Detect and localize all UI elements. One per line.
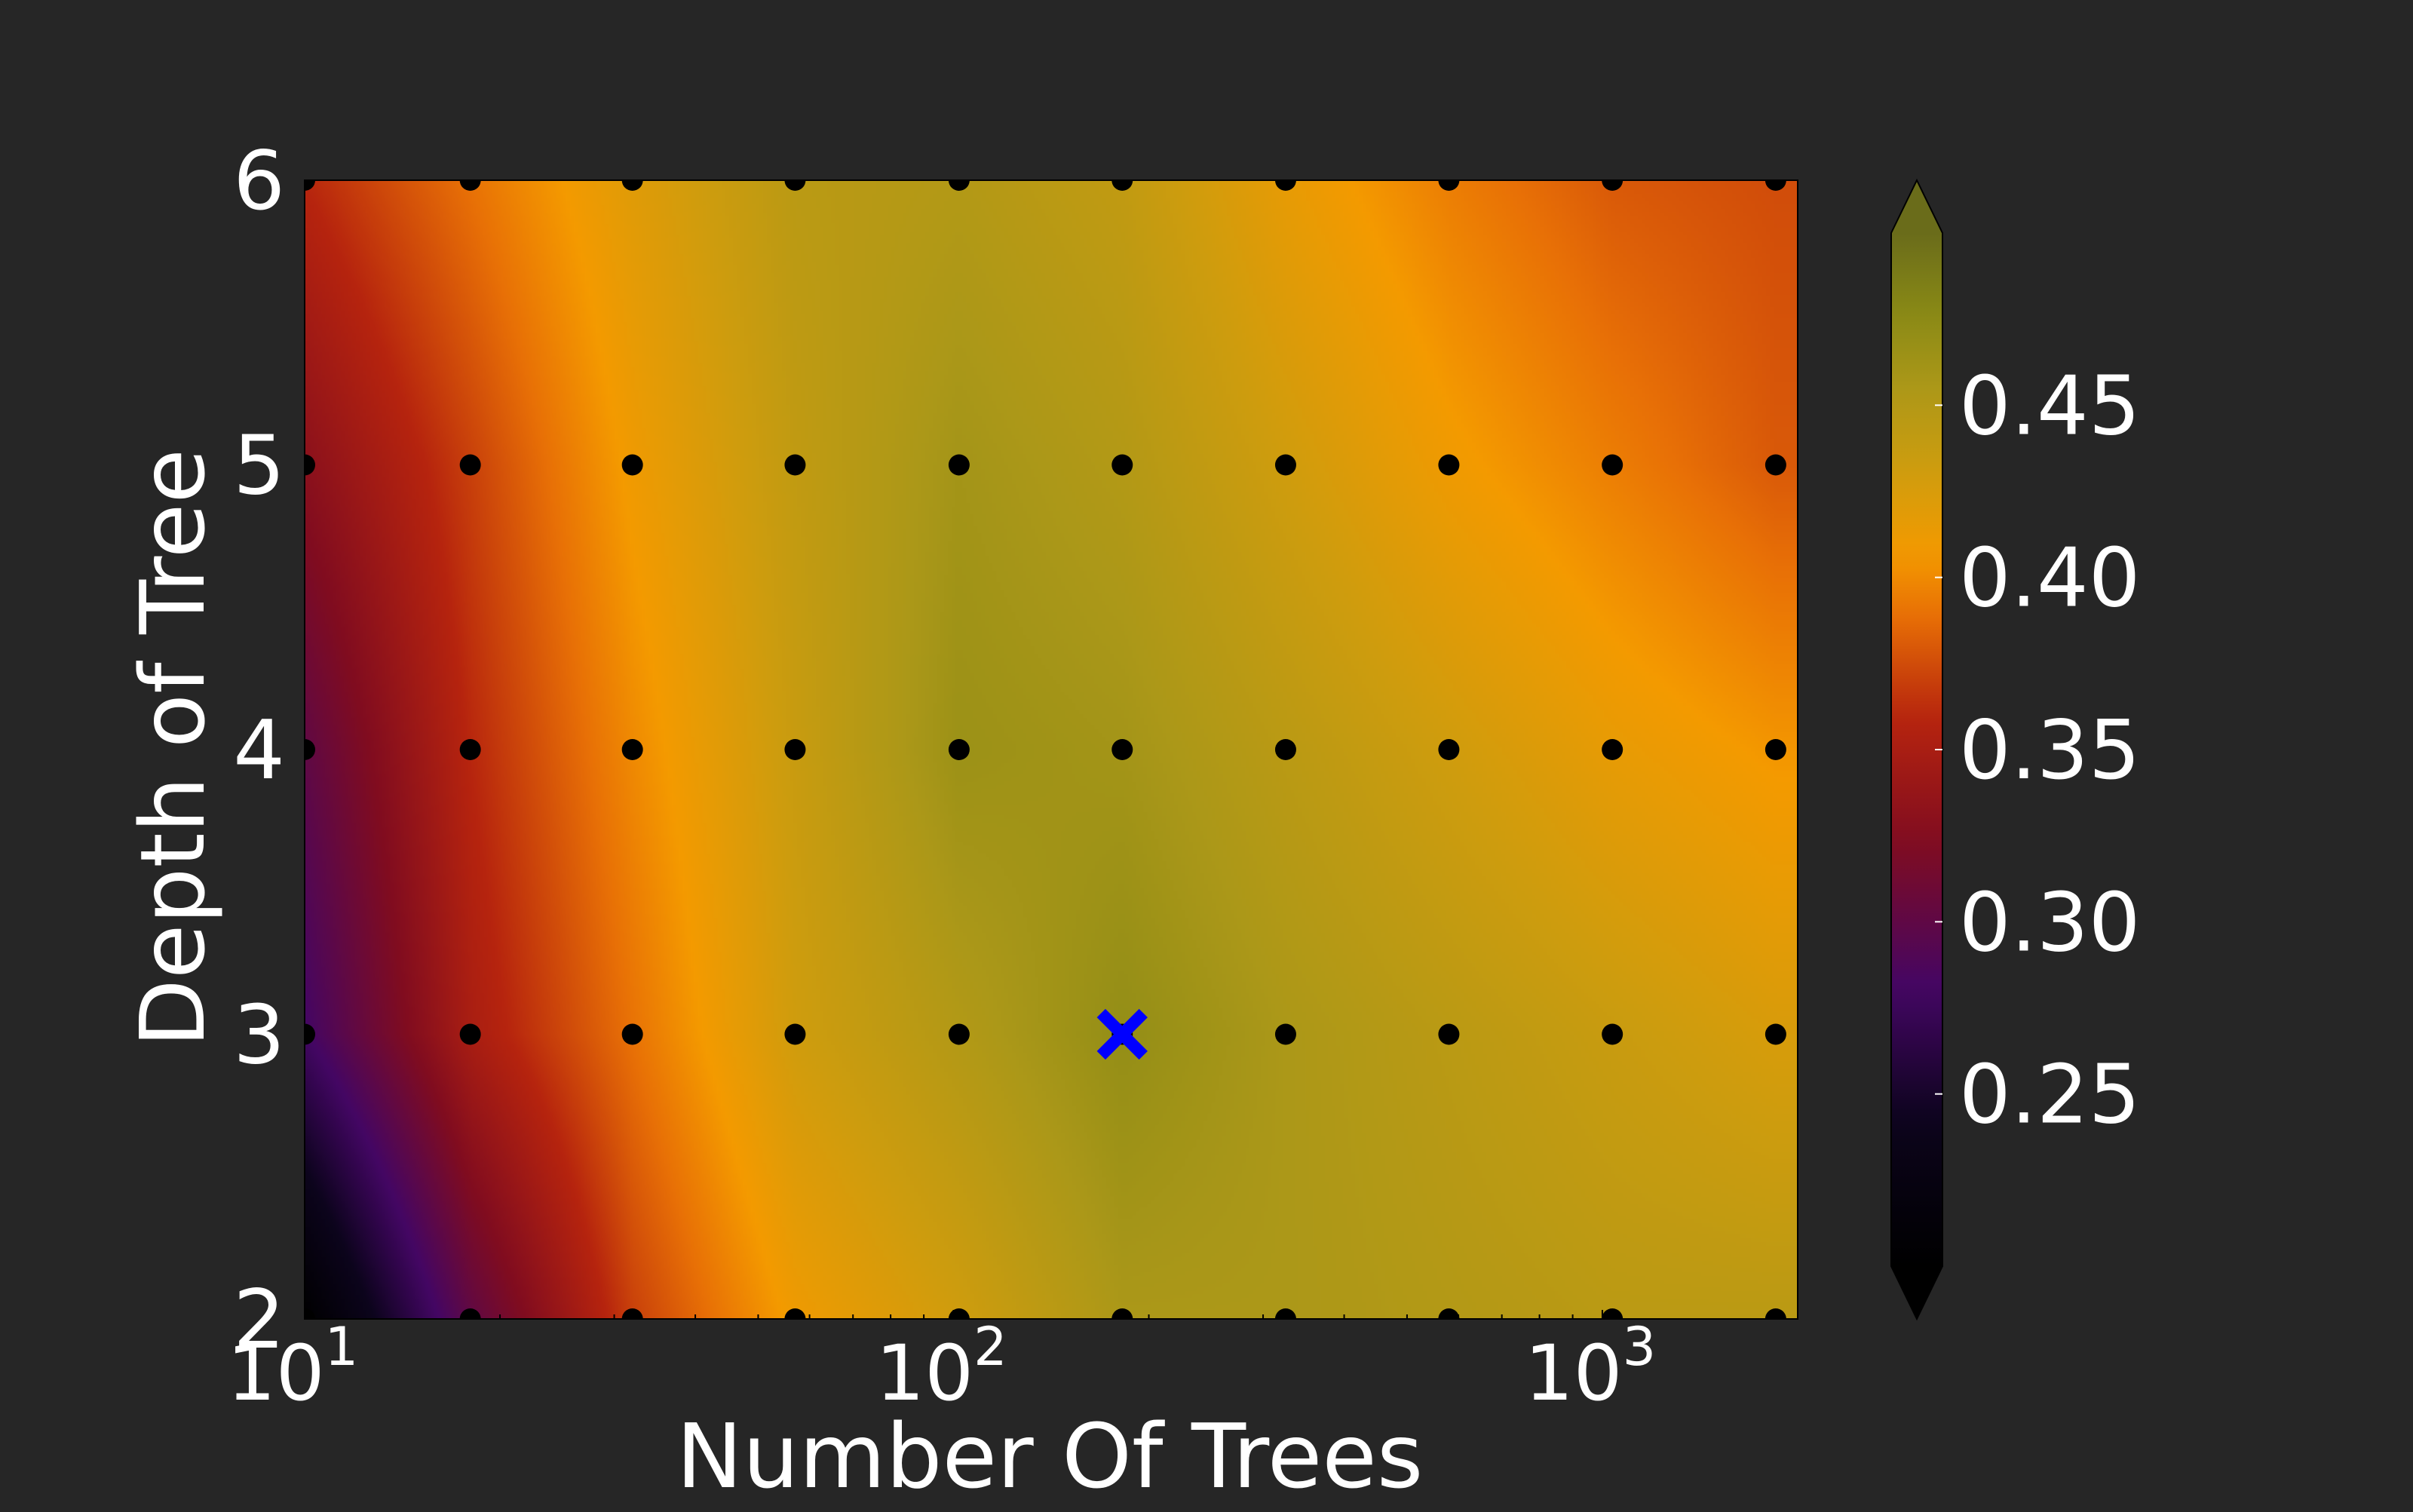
sample-point <box>784 454 806 476</box>
colorbar-tick-label: 0.25 <box>1959 1048 2140 1142</box>
sample-point <box>948 180 970 191</box>
colorbar-ticks: 0.25 0.30 0.35 0.40 0.45 <box>1935 359 2140 1142</box>
sample-point <box>1602 1023 1623 1045</box>
sample-point <box>1765 739 1786 760</box>
sample-point <box>1438 180 1460 191</box>
colorbar-tick-label: 0.45 <box>1959 359 2140 453</box>
sample-point <box>1111 454 1133 476</box>
x-tick-label: 101 <box>227 1316 358 1418</box>
y-tick-label: 3 <box>233 989 285 1083</box>
sample-points <box>305 180 1786 1319</box>
sample-point <box>1274 1023 1296 1045</box>
sample-point <box>1111 180 1133 191</box>
sample-point <box>1602 1308 1623 1319</box>
colorbar-tick-label: 0.35 <box>1959 704 2140 798</box>
sample-point <box>948 1023 970 1045</box>
sample-point <box>459 1023 481 1045</box>
best-point-marker <box>1096 1008 1148 1060</box>
colorbar-tick-label: 0.40 <box>1959 532 2140 626</box>
sample-point <box>784 1023 806 1045</box>
best-point-stroke <box>1096 1008 1148 1060</box>
sample-point <box>459 739 481 760</box>
sample-point <box>459 454 481 476</box>
sample-point <box>459 180 481 191</box>
y-tick-label: 2 <box>233 1273 285 1367</box>
x-axis-label: Number Of Trees <box>676 1404 1424 1508</box>
sample-point <box>784 739 806 760</box>
sample-point <box>1602 180 1623 191</box>
sample-point <box>1765 1308 1786 1319</box>
sample-point <box>1274 454 1296 476</box>
sample-point <box>621 180 643 191</box>
y-tick-label: 5 <box>233 419 285 514</box>
colorbar: 0.25 0.30 0.35 0.40 0.45 <box>1890 178 2140 1321</box>
y-tick-label: 4 <box>233 704 285 798</box>
sample-point <box>1111 739 1133 760</box>
sample-point <box>621 454 643 476</box>
heatmap-surface <box>305 180 1798 1319</box>
sample-point <box>1438 1023 1460 1045</box>
sample-point <box>1765 180 1786 191</box>
y-axis-label: Depth of Tree <box>121 449 225 1047</box>
colorbar-gradient <box>1891 233 1942 1266</box>
sample-point <box>784 180 806 191</box>
sample-point <box>1765 454 1786 476</box>
colorbar-extend-bottom <box>1891 1266 1942 1319</box>
sample-point <box>948 1308 970 1319</box>
sample-point <box>621 1308 643 1319</box>
sample-point <box>621 739 643 760</box>
sample-point <box>1602 454 1623 476</box>
y-tick-label: 6 <box>233 134 285 228</box>
sample-point <box>459 1308 481 1319</box>
sample-point <box>1274 739 1296 760</box>
sample-point <box>1274 180 1296 191</box>
sample-point <box>1111 1308 1133 1319</box>
sample-point <box>1765 1023 1786 1045</box>
sample-point <box>1438 454 1460 476</box>
sample-point <box>1602 739 1623 760</box>
sample-point <box>1274 1308 1296 1319</box>
heatmap-image <box>305 180 1798 1319</box>
colorbar-tick-label: 0.30 <box>1959 876 2140 970</box>
x-tick-label: 102 <box>875 1316 1007 1418</box>
sample-point <box>948 739 970 760</box>
sample-point <box>784 1308 806 1319</box>
x-tick-label: 103 <box>1525 1316 1656 1418</box>
sample-point <box>305 1308 315 1319</box>
y-axis-ticks: 2 3 4 5 6 <box>233 134 314 1367</box>
sample-point <box>621 1023 643 1045</box>
colorbar-outline <box>1890 178 1943 1321</box>
sample-point <box>305 180 315 191</box>
sample-point <box>948 454 970 476</box>
colorbar-extend-top <box>1891 180 1942 233</box>
sample-point <box>1438 739 1460 760</box>
sample-point <box>1438 1308 1460 1319</box>
x-axis-ticks: 101 102 103 <box>227 1310 1798 1418</box>
